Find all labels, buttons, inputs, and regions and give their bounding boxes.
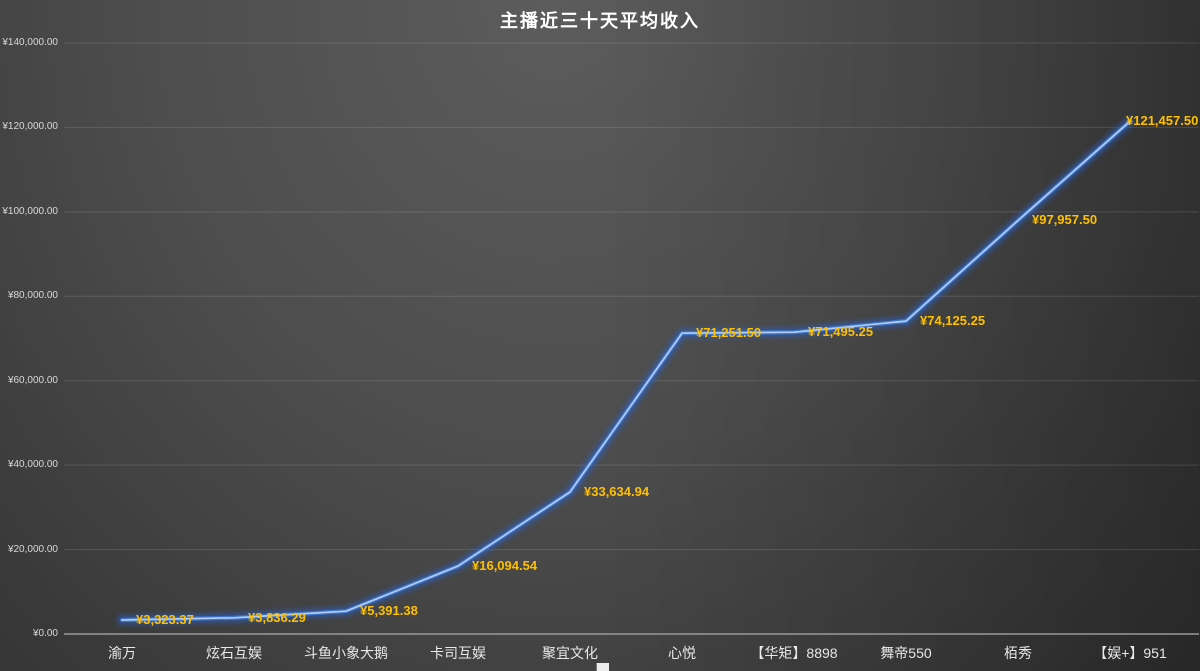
x-axis-category-label: 【娱+】951 — [1093, 645, 1167, 661]
series-line-core — [121, 120, 1131, 621]
data-label: ¥74,125.25 — [920, 313, 986, 329]
x-axis-category-label: 渝万 — [108, 645, 136, 661]
chart-title: 主播近三十天平均收入 — [500, 11, 700, 31]
cursor-artifact — [596, 663, 609, 671]
series-line-glow — [117, 116, 1135, 625]
data-label: ¥3,323.37 — [136, 611, 194, 627]
data-label: ¥16,094.54 — [472, 558, 538, 574]
x-axis-category-label: 心悦 — [668, 645, 696, 661]
y-axis-tick-label: ¥100,000.00 — [2, 205, 58, 217]
data-label: ¥5,391.38 — [360, 603, 418, 619]
series-line — [119, 119, 1133, 623]
y-axis-tick-label: ¥140,000.00 — [2, 37, 58, 48]
data-label: ¥33,634.94 — [584, 484, 650, 499]
x-axis-category-label: 炫石互娱 — [206, 645, 262, 661]
x-axis-category-label: 斗鱼小象大鹅 — [304, 645, 388, 661]
x-axis-category-label: 舞帝550 — [880, 645, 932, 661]
x-axis-category-label: 聚宜文化 — [542, 645, 598, 661]
y-axis-tick-label: ¥20,000.00 — [7, 543, 58, 555]
data-label: ¥71,495.25 — [808, 324, 874, 340]
x-axis-category-label: 【华矩】8898 — [750, 645, 838, 661]
y-axis-tick-label: ¥120,000.00 — [2, 121, 58, 133]
x-axis-category-label: 卡司互娱 — [430, 645, 486, 661]
y-axis-tick-label: ¥80,000.00 — [7, 290, 58, 302]
y-axis-tick-label: ¥0.00 — [32, 628, 58, 639]
data-label: ¥3,836.29 — [248, 609, 306, 625]
y-axis-tick-label: ¥60,000.00 — [7, 374, 58, 386]
data-label: ¥71,251.50 — [696, 325, 762, 341]
y-axis-tick-label: ¥40,000.00 — [7, 459, 58, 471]
data-label: ¥97,957.50 — [1032, 212, 1098, 228]
gridlines — [64, 42, 1199, 635]
data-label: ¥121,457.50 — [1126, 113, 1199, 129]
x-axis-category-label: 栢秀 — [1004, 645, 1032, 661]
